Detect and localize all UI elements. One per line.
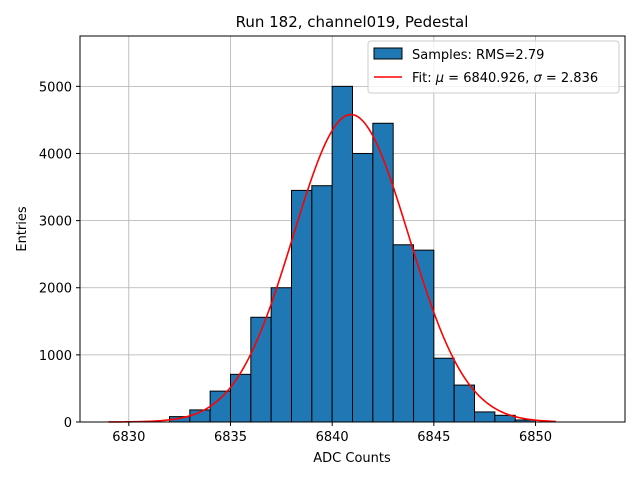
y-tick-label: 3000	[39, 215, 72, 230]
x-tick-label: 6830	[112, 430, 145, 445]
x-axis-label: ADC Counts	[313, 451, 391, 466]
x-tick-label: 6840	[316, 430, 349, 445]
y-tick-label: 4000	[39, 147, 72, 162]
histogram-bar	[413, 249, 435, 423]
histogram-bar	[372, 122, 394, 423]
histogram-bar	[209, 390, 231, 423]
legend-box	[367, 40, 620, 94]
histogram-bar	[229, 373, 252, 423]
histogram-bar	[433, 357, 455, 423]
x-tick-label: 6845	[417, 430, 450, 445]
x-axis-ticks: 6830 6835 6840 6845 6850	[112, 422, 552, 445]
y-tick-label: 1000	[39, 349, 72, 364]
chart-title: Run 182, channel019, Pedestal	[236, 13, 469, 31]
y-axis-label: Entries	[15, 206, 30, 252]
histogram-bar	[331, 85, 354, 423]
plot-frame	[79, 35, 626, 423]
histogram-bar	[392, 244, 415, 423]
legend: Samples: RMS=2.79 Fit: μ = 6840.926, σ =…	[367, 40, 620, 94]
y-tick-label: 0	[64, 416, 72, 431]
y-tick-label: 5000	[39, 80, 72, 95]
histogram-bar	[290, 189, 313, 423]
histogram-bar	[311, 185, 333, 423]
histogram-bar	[453, 384, 476, 423]
histogram-bar	[270, 287, 292, 423]
fit-curve	[108, 113, 556, 423]
histogram-bars	[168, 85, 537, 423]
x-tick-label: 6850	[519, 430, 552, 445]
y-tick-label: 2000	[39, 282, 72, 297]
legend-label-samples: Samples: RMS=2.79	[412, 48, 544, 63]
legend-swatch-samples	[373, 47, 403, 60]
y-axis-ticks: 0 1000 2000 3000 4000 5000	[39, 80, 80, 431]
x-tick-label: 6835	[214, 430, 247, 445]
histogram-bar	[474, 411, 496, 423]
legend-label-fit: Fit: μ = 6840.926, σ = 2.836	[412, 71, 598, 86]
histogram-bar	[352, 152, 374, 423]
